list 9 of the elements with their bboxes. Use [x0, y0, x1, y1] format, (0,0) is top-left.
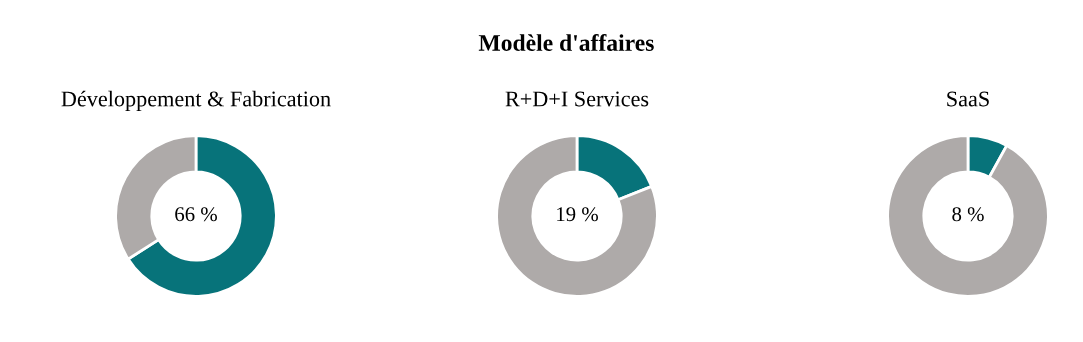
text: Modèle d'affaires — [478, 34, 654, 51]
chart-title: Développement & Fabrication — [61, 90, 331, 111]
data-label: 66 % — [175, 207, 217, 222]
data-label: 19 % — [557, 207, 598, 222]
chart-title: R+D+I Services — [505, 91, 649, 107]
data-label: 8 % — [952, 207, 984, 222]
donut-slice — [886, 134, 1050, 298]
chart-title: SaaS — [947, 91, 989, 107]
donut-slice — [495, 134, 659, 298]
